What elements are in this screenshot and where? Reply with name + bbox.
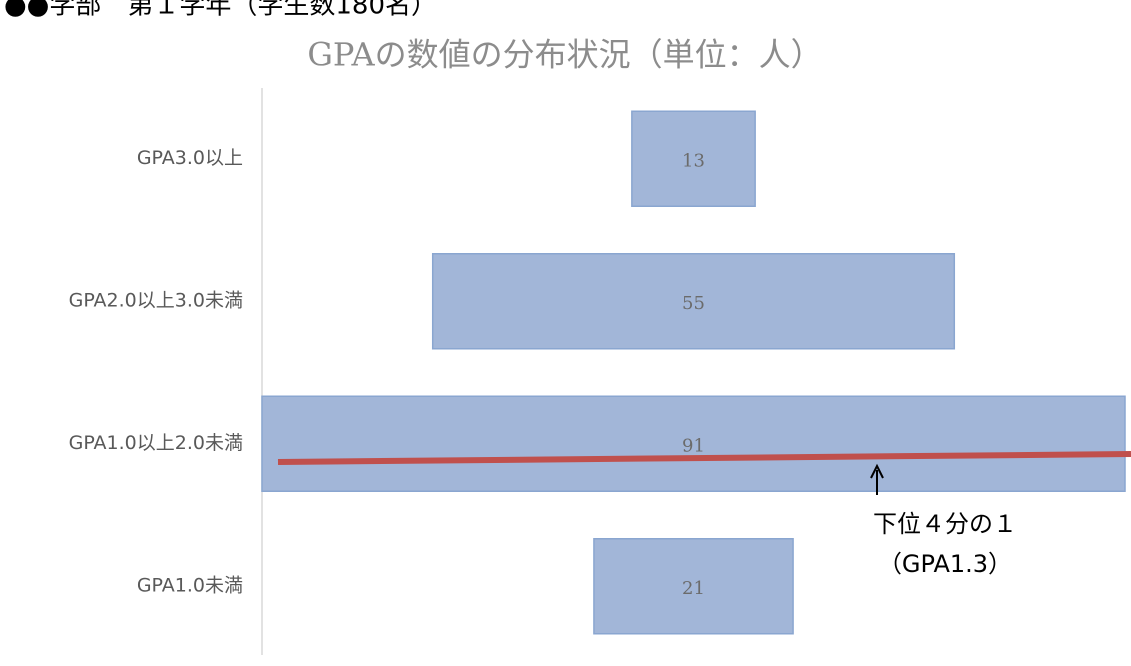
category-label: GPA1.0未満 xyxy=(137,574,243,596)
data-label: 13 xyxy=(682,150,705,171)
bar xyxy=(431,253,956,350)
bar xyxy=(261,395,1126,492)
data-label: 55 xyxy=(682,293,705,314)
category-label: GPA2.0以上3.0未満 xyxy=(69,289,243,311)
category-label: GPA1.0以上2.0未満 xyxy=(69,432,243,454)
heading: ●●学部 第１学年（学生数180名） xyxy=(4,0,437,21)
arrow-head xyxy=(870,463,884,479)
bar xyxy=(593,538,794,635)
annotation: 下位４分の１ xyxy=(873,510,1017,538)
bar xyxy=(631,110,756,207)
data-label: 91 xyxy=(682,435,705,456)
annotation: （GPA1.3） xyxy=(878,550,1012,578)
data-label: 21 xyxy=(682,578,705,599)
chart-title: GPAの数値の分布状況（単位：人） xyxy=(307,36,822,74)
category-label: GPA3.0以上 xyxy=(137,147,243,169)
quartile-line xyxy=(277,451,1131,465)
